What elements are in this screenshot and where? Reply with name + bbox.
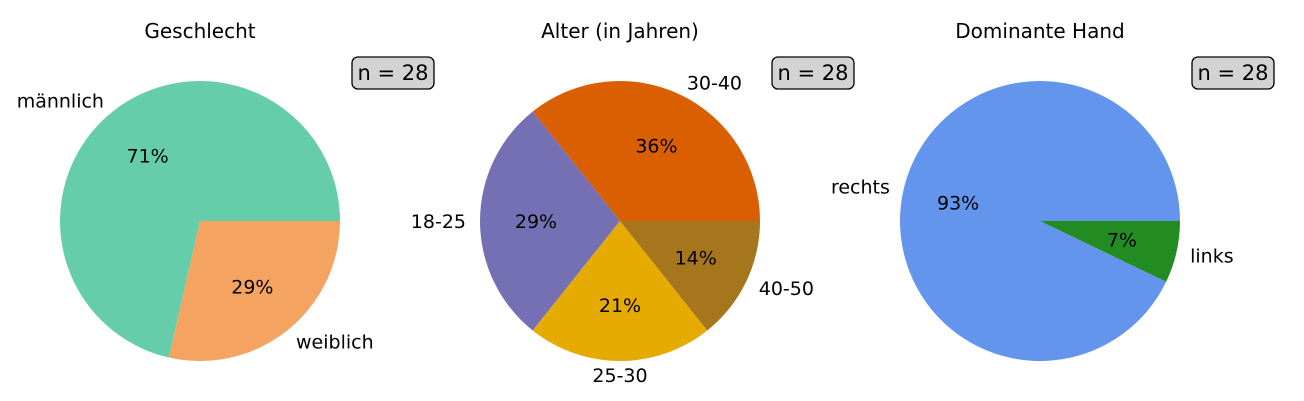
slice-label-mannlich: männlich	[17, 91, 104, 113]
slice-label-30-40: 30-40	[687, 72, 742, 94]
slice-percent-18-25: 29%	[515, 211, 557, 233]
slice-percent-30-40: 36%	[635, 135, 677, 157]
sample-size-label: n = 28	[1198, 61, 1269, 85]
pie-slice-30-40	[532, 81, 760, 221]
pie-slice-rechts	[899, 80, 1180, 361]
sample-size-label: n = 28	[358, 61, 429, 85]
sample-size-label: n = 28	[778, 61, 849, 85]
slice-percent-weiblich: 29%	[231, 277, 273, 299]
sample-size-box: n = 28	[771, 56, 855, 90]
pie-slice-links	[1040, 221, 1180, 282]
pie-chart-alter: Alter (in Jahren) 30-40 36% 18-25 29% 25-30 2…	[411, 19, 855, 387]
slice-label-18-25: 18-25	[411, 211, 466, 233]
slice-label-40-50: 40-50	[759, 278, 814, 300]
slice-percent-25-30: 21%	[599, 295, 641, 317]
slice-percent-40-50: 14%	[675, 247, 717, 269]
pie-slice-mannlich	[60, 80, 340, 358]
pie-slice-18-25	[480, 111, 620, 331]
sample-size-box: n = 28	[351, 56, 435, 90]
slice-percent-mannlich: 71%	[127, 145, 169, 167]
slice-percent-rechts: 93%	[937, 192, 979, 214]
slice-label-weiblich: weiblich	[296, 331, 374, 353]
pie-chart-dominante-hand: Dominante Hand rechts 93% links 7% n = 28	[831, 19, 1275, 361]
pie-slice-25-30	[532, 221, 708, 362]
slice-label-links: links	[1190, 245, 1234, 267]
slice-percent-links: 7%	[1107, 230, 1137, 252]
pie-chart-geschlecht: Geschlecht männlich 71% weiblich 29% n = 28	[17, 19, 435, 361]
slice-label-25-30: 25-30	[592, 365, 647, 387]
chart-title: Dominante Hand	[955, 19, 1124, 43]
slice-label-rechts: rechts	[831, 177, 890, 199]
chart-title: Alter (in Jahren)	[541, 19, 699, 43]
pie-slice-40-50	[620, 221, 760, 331]
sample-size-box: n = 28	[1191, 56, 1275, 90]
pie-slice-weiblich	[168, 221, 341, 361]
chart-title: Geschlecht	[144, 19, 255, 43]
